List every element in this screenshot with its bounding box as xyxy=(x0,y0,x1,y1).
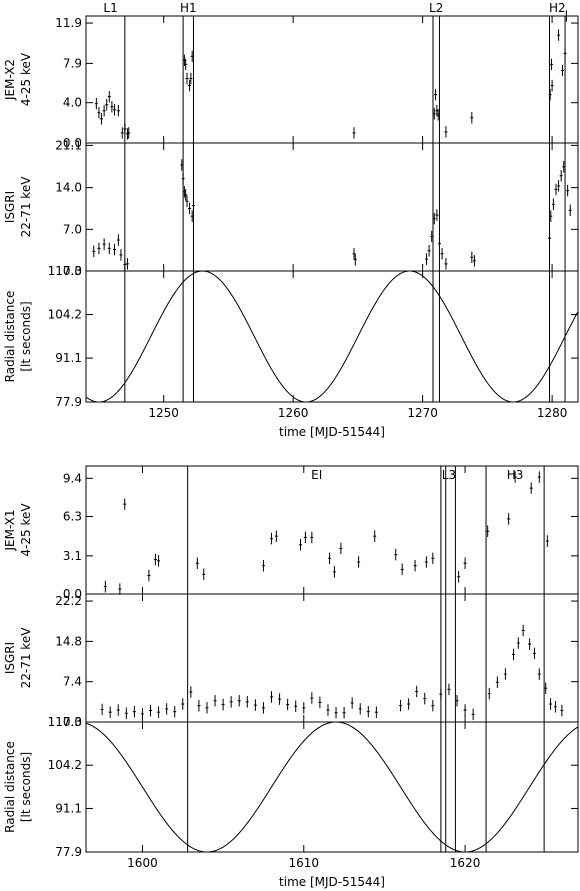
panel-radial: 77.9 91.1 104.2 117.3 Radial distance [lt sec… xyxy=(3,264,579,409)
y-tick-label: 77.9 xyxy=(55,395,82,409)
y-axis-label: Radial distance xyxy=(3,741,17,833)
panel-jemx2: 0.0 4.0 7.9 11.9 JEM-X2 4-25 keV xyxy=(3,10,579,150)
panel-frame xyxy=(85,593,579,723)
panel-isgri: 0.0 7.4 14.8 22.2 ISGRI 22-71 keV xyxy=(3,593,579,729)
y-tick-label: 117.3 xyxy=(48,715,82,729)
y-axis-label-units: 4-25 keV xyxy=(19,52,33,106)
x-tick-label: 1600 xyxy=(127,856,158,870)
y-tick-label: 117.3 xyxy=(48,264,82,278)
y-axis-label: ISGRI xyxy=(3,191,17,223)
y-axis-label: JEM-X1 xyxy=(3,509,17,551)
y-tick-label: 14.8 xyxy=(55,634,82,648)
y-axis-label-units: [lt seconds] xyxy=(19,301,33,371)
x-tick-label: 1620 xyxy=(450,856,481,870)
y-tick-label: 11.9 xyxy=(55,16,82,30)
series-jemx1 xyxy=(103,471,549,595)
event-label: L2 xyxy=(429,1,443,15)
series-jemx2 xyxy=(94,10,568,140)
y-tick-label: 91.1 xyxy=(55,801,82,815)
x-axis-label: time [MJD-51544] xyxy=(279,425,385,439)
y-tick-label: 22.2 xyxy=(55,594,82,608)
x-tick-label: 1610 xyxy=(288,856,319,870)
panel-isgri: 0.0 7.0 14.0 21.1 ISGRI 22-71 keV xyxy=(3,138,579,278)
orbit-curve xyxy=(85,721,579,853)
y-axis-label-units: [lt seconds] xyxy=(19,752,33,822)
y-tick-label: 0.0 xyxy=(63,264,82,278)
y-tick-label: 7.9 xyxy=(63,56,82,70)
event-label: H1 xyxy=(180,1,197,15)
y-tick-label: 3.1 xyxy=(63,549,82,563)
x-tick-label: 1260 xyxy=(278,406,309,420)
event-label: H2 xyxy=(549,1,566,15)
event-label: EI xyxy=(311,468,322,482)
y-tick-label: 14.0 xyxy=(55,181,82,195)
y-tick-label: 0.0 xyxy=(63,136,82,150)
y-tick-label: 21.1 xyxy=(55,138,82,152)
panel-frame xyxy=(85,465,579,595)
series-isgri xyxy=(100,624,564,721)
y-axis-label: Radial distance xyxy=(3,291,17,383)
series-isgri xyxy=(92,159,572,271)
y-axis-label-units: 22-71 keV xyxy=(19,627,33,689)
orbit-curve xyxy=(85,270,579,403)
panel-frame xyxy=(85,270,579,403)
chart-2: 0.0 3.1 6.3 9.4 JEM-X1 4-25 keV 0.0 7.4 14.8 22.2… xyxy=(3,465,579,889)
y-axis-label: ISGRI xyxy=(3,642,17,674)
y-tick-label: 0.0 xyxy=(63,715,82,729)
y-tick-label: 91.1 xyxy=(55,351,82,365)
y-tick-label: 9.4 xyxy=(63,471,82,485)
y-axis-label-units: 4-25 keV xyxy=(19,503,33,557)
event-label: L3 xyxy=(442,468,456,482)
y-tick-label: 4.0 xyxy=(63,96,82,110)
x-tick-label: 1250 xyxy=(148,406,179,420)
y-axis-label: JEM-X2 xyxy=(3,59,17,101)
panel-frame xyxy=(85,142,579,272)
event-label: H3 xyxy=(507,468,524,482)
y-tick-label: 7.4 xyxy=(63,675,82,689)
y-tick-label: 0.0 xyxy=(63,587,82,601)
y-tick-label: 7.0 xyxy=(63,222,82,236)
x-axis-label: time [MJD-51544] xyxy=(279,875,385,889)
chart-1: 0.0 4.0 7.9 11.9 JEM-X2 4-25 keV 0.0 7.0 14.0 21.… xyxy=(3,1,579,439)
panel-frame xyxy=(85,721,579,853)
panel-radial: 77.9 91.1 104.2 117.3 Radial distance [lt sec… xyxy=(3,715,579,859)
x-tick-label: 1270 xyxy=(407,406,438,420)
panel-jemx1: 0.0 3.1 6.3 9.4 JEM-X1 4-25 keV xyxy=(3,465,579,601)
y-tick-label: 104.2 xyxy=(48,308,82,322)
panel-frame xyxy=(85,15,579,144)
y-tick-label: 77.9 xyxy=(55,845,82,859)
y-tick-label: 104.2 xyxy=(48,758,82,772)
event-label: L1 xyxy=(103,1,117,15)
y-tick-label: 6.3 xyxy=(63,509,82,523)
y-axis-label-units: 22-71 keV xyxy=(19,176,33,238)
x-tick-label: 1280 xyxy=(537,406,568,420)
